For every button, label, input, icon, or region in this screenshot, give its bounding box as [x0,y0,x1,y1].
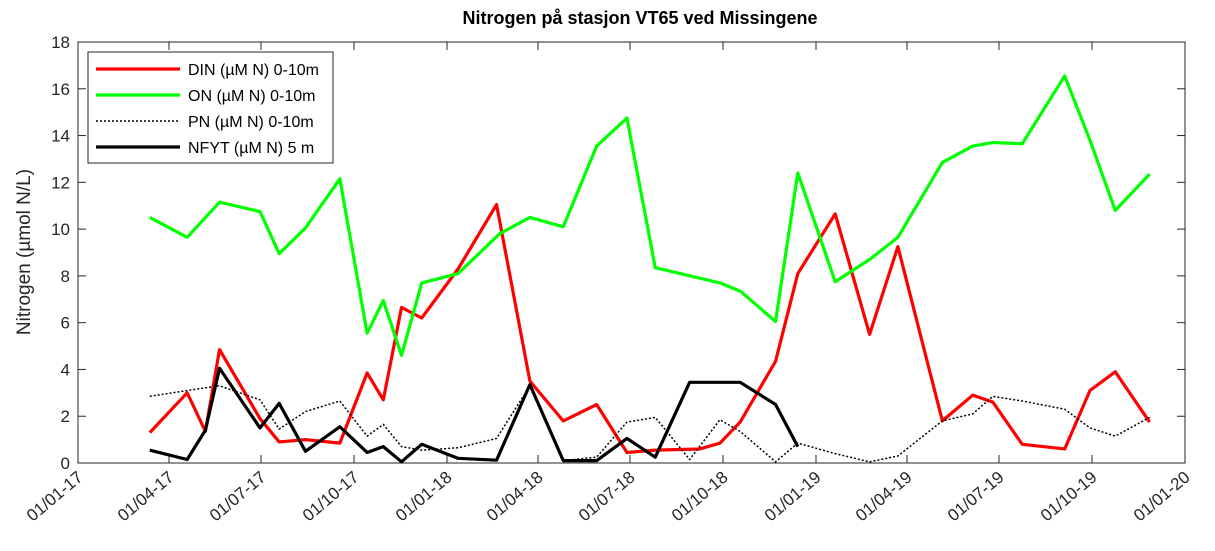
x-tick-label: 01/01-18 [392,468,456,526]
x-tick-label: 01/10-19 [1037,468,1101,526]
legend-label: DIN (µM N) 0-10m [188,62,319,79]
legend-label: PN (µM N) 0-10m [188,114,314,131]
y-tick-label: 12 [51,173,70,192]
legend-label: NFYT (µM N) 5 m [188,140,314,157]
y-axis-label: Nitrogen (µmol N/L) [14,169,35,335]
x-tick-label: 01/10-18 [668,468,732,526]
x-tick-label: 01/07-17 [206,468,270,526]
y-tick-label: 2 [61,407,70,426]
legend-label: ON (µM N) 0-10m [188,88,315,105]
y-tick-label: 18 [51,33,70,52]
x-tick-label: 01/04-17 [114,468,178,526]
data-line [149,385,1150,463]
x-tick-label: 01/01-19 [761,468,825,526]
x-tick-label: 01/04-19 [852,468,916,526]
x-tick-label: 01/04-18 [483,468,547,526]
y-tick-label: 8 [61,267,70,286]
data-line [149,366,800,464]
x-tick-label: 01/07-19 [944,468,1008,526]
y-tick-label: 14 [51,127,70,146]
x-tick-label: 01/07-18 [575,468,639,526]
data-line [149,74,1151,358]
data-line [148,202,1151,455]
y-tick-label: 16 [51,80,70,99]
y-tick-label: 10 [51,220,70,239]
y-tick-label: 6 [61,314,70,333]
y-tick-label: 0 [61,454,70,473]
x-tick-label: 01/01-20 [1130,468,1194,526]
x-tick-label: 01/10-17 [299,468,363,526]
y-tick-label: 4 [61,360,70,379]
chart-title: Nitrogen på stasjon VT65 ved Missingene [462,8,817,28]
x-tick-label: 01/01-17 [23,468,87,526]
